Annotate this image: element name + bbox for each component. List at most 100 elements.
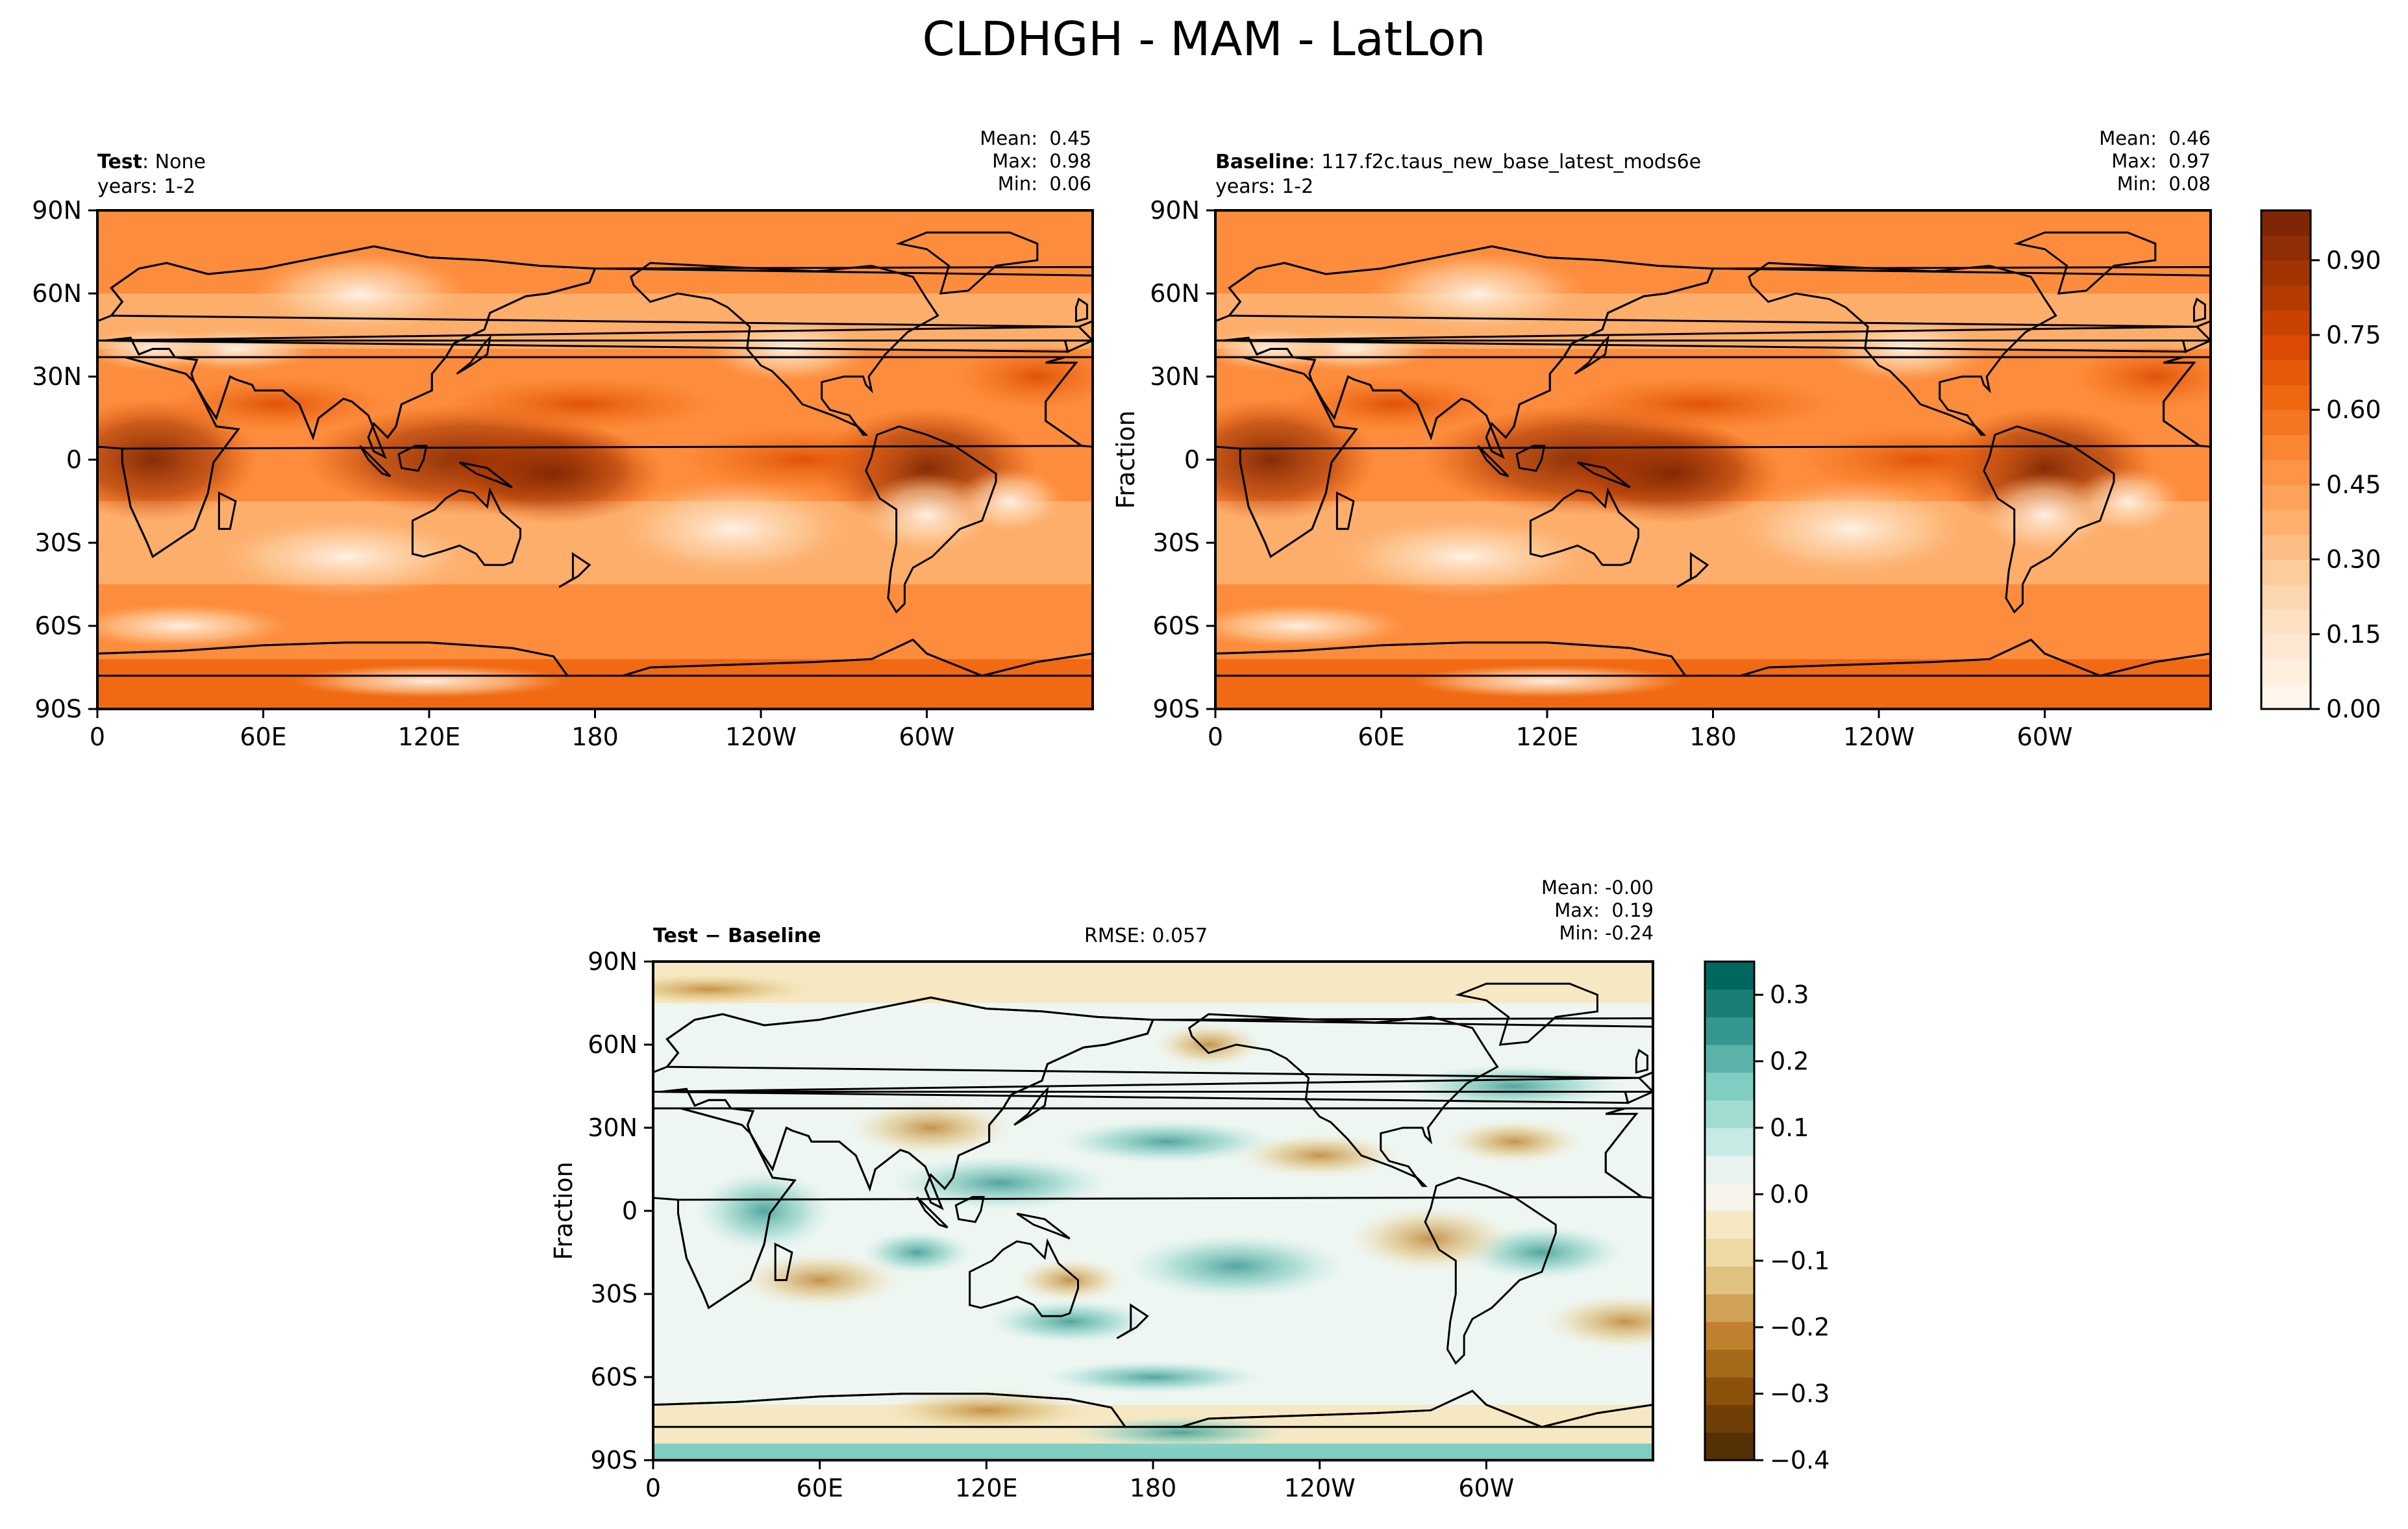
x-tick-label: 60W (1458, 1474, 1514, 1502)
field-blob (2072, 343, 2211, 410)
colorbar-frame (2260, 209, 2312, 710)
y-tick-label: 90S (1153, 695, 1200, 723)
x-tick-label: 180 (1130, 1474, 1177, 1502)
x-tick-label: 180 (1689, 723, 1737, 751)
field-blob (1069, 1415, 1292, 1449)
coastline (2013, 231, 2157, 295)
field-blob (1215, 399, 1376, 521)
x-tick-label: 60E (1358, 723, 1404, 751)
y-tick-label: 90S (591, 1446, 638, 1474)
colorbar-segment (1705, 1183, 1754, 1212)
field-blob (291, 664, 567, 698)
colorbar-oranges: 0.00 0.15 0.30 0.45 0.60 0.75 0.90 (2260, 209, 2381, 723)
colorbar-tick-label: −0.2 (1770, 1313, 1830, 1341)
coastline (653, 1393, 1128, 1460)
colorbar-segment (2261, 584, 2311, 610)
lat-band (1215, 659, 2211, 709)
colorbar-segment (2261, 434, 2311, 460)
colorbar-segment (1705, 1017, 1754, 1045)
field-blob (986, 1299, 1153, 1344)
coastline (97, 641, 569, 709)
colorbar-segment (2261, 460, 2311, 485)
y-tick-label: 30N (1150, 362, 1200, 391)
x-tick-label: 0 (1208, 723, 1223, 751)
colorbar-segment (1705, 1294, 1754, 1323)
colorbar-tick-label: 0.45 (2326, 470, 2381, 499)
field-blob (736, 1252, 903, 1308)
x-tick-label: 120E (398, 723, 461, 751)
coastline (865, 425, 997, 614)
y-tick-label: 30N (588, 1113, 638, 1142)
coastline (774, 1242, 793, 1282)
x-tick-label: 60W (2017, 723, 2073, 751)
field-blob (97, 603, 292, 649)
colorbar-segment (1705, 1155, 1754, 1184)
field-blob (875, 1388, 1098, 1433)
coastline (969, 1238, 1079, 1317)
coastline (1180, 1389, 1653, 1460)
field-blob (443, 423, 664, 524)
coastline (916, 1196, 949, 1229)
field-blob (847, 1100, 1015, 1156)
coastline (1574, 334, 1609, 375)
colorbar-brbg: −0.4 −0.3 −0.2 −0.1 0.0 0.1 0.2 0.3 (1704, 960, 1830, 1474)
coastline (1116, 1303, 1149, 1339)
coastline (653, 996, 1155, 1210)
field-blob (1541, 1294, 1653, 1350)
y-axis-label: Fraction (549, 1162, 578, 1260)
coastline (1477, 445, 1509, 478)
coastline (1635, 1049, 1648, 1074)
x-tick-label: 120W (1284, 1474, 1356, 1502)
coastline (954, 1196, 985, 1223)
coastline (1424, 1176, 1557, 1365)
y-tick-label: 60S (1153, 612, 1200, 640)
colorbar-segment (1705, 1404, 1754, 1433)
field-blob (889, 1155, 1111, 1212)
field-blob (1726, 479, 1976, 579)
coastline (1013, 1086, 1049, 1126)
field-blob (1445, 1119, 1584, 1164)
y-tick-label: 30N (32, 362, 82, 391)
colorbar-tick-label: −0.4 (1770, 1446, 1830, 1474)
colorbar-tick-label: 0.60 (2326, 395, 2381, 424)
colorbar-segment (2261, 235, 2311, 261)
colorbar-tick-label: 0.00 (2326, 695, 2381, 723)
colorbar-segment (2261, 335, 2311, 360)
colorbar-segment (2261, 634, 2311, 660)
colorbar-segment (2261, 684, 2311, 710)
map-panel-baseline: 0 60E 120E 180 120W 60W 90N 60N 30N 0 30S 60S 90S Fra… (1111, 196, 2212, 751)
x-tick-label: 120E (955, 1474, 1018, 1502)
field-blob (1347, 1205, 1515, 1272)
coastline (653, 1107, 797, 1310)
coastline (217, 491, 237, 530)
colorbar-segment (2261, 310, 2311, 336)
field-blob (1215, 603, 1409, 649)
colorbar-tick-label: 0.90 (2326, 246, 2381, 275)
x-tick-label: 180 (571, 723, 619, 751)
colorbar-segment (1705, 1266, 1754, 1295)
colorbar-segment (2261, 534, 2311, 560)
colorbar-segment (1705, 1238, 1754, 1267)
coastline (1577, 461, 1631, 489)
colorbar-segment (2261, 509, 2311, 535)
y-tick-label: 60S (35, 612, 82, 640)
lat-band (97, 659, 1093, 709)
field-blob (1796, 426, 2045, 493)
coastline (459, 461, 513, 489)
field-blob (97, 399, 258, 521)
colorbar-segment (2261, 360, 2311, 386)
field-blob (861, 1230, 973, 1275)
coastline (1045, 356, 1093, 448)
coastline (1748, 262, 2057, 436)
colorbar-tick-label: 0.1 (1770, 1113, 1809, 1142)
x-tick-label: 60W (899, 723, 955, 751)
field-blob (1284, 377, 1506, 432)
coastline (622, 638, 1093, 709)
colorbar-segment (1705, 962, 1754, 990)
map-panel-test-baseline: 0 60E 120E 180 120W 60W 90N 60N 30N 0 30S 60S 90S Fra… (549, 947, 1654, 1502)
colorbar-segment (2261, 659, 2311, 685)
x-tick-label: 60E (240, 723, 286, 751)
coastline (630, 262, 939, 436)
diff-rmse: RMSE: 0.057 (1084, 925, 1208, 947)
